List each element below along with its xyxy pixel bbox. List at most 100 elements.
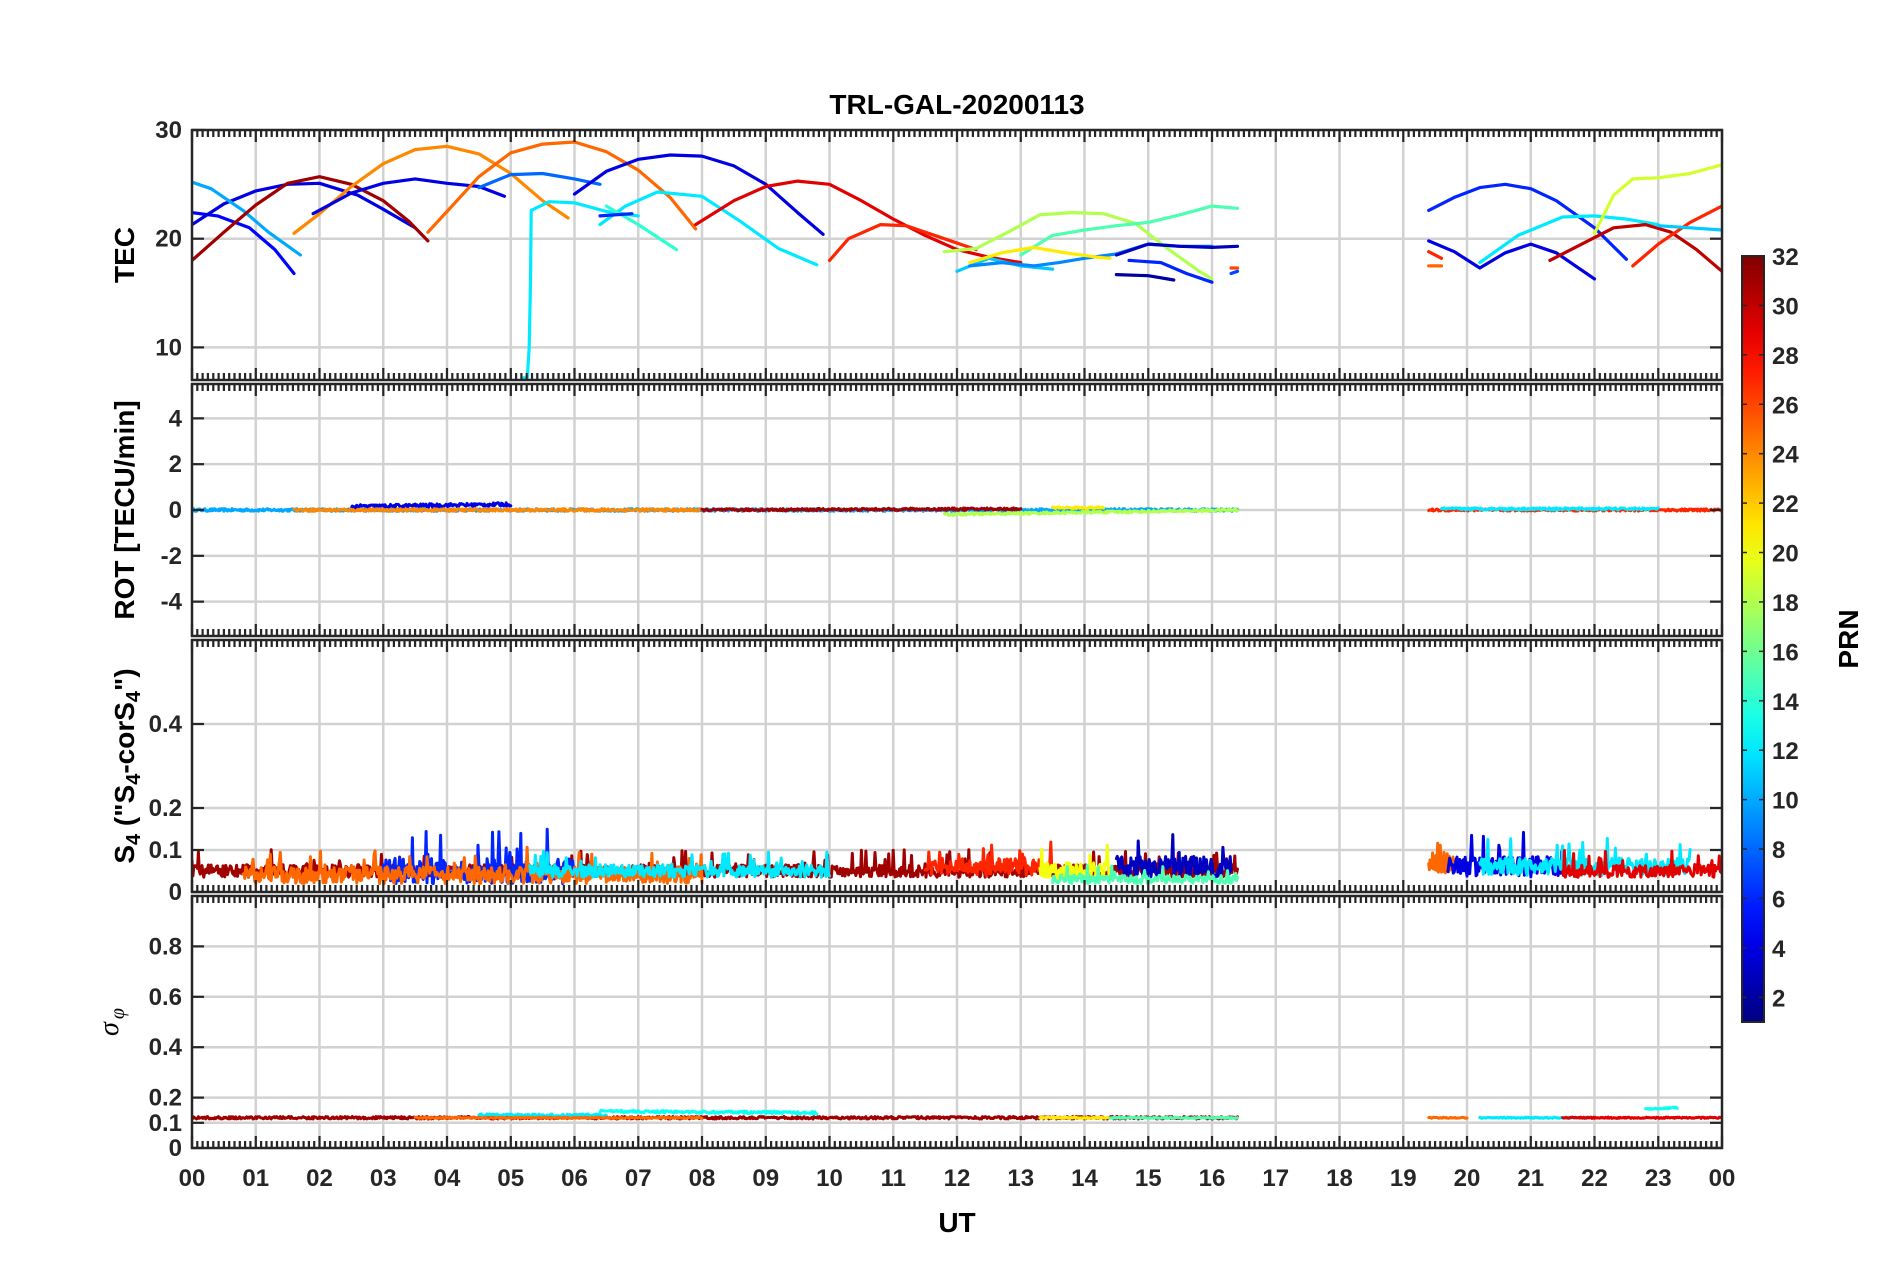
series-line-prn-8: [477, 171, 602, 190]
x-minor-ticks: [190, 640, 1724, 892]
series-line-prn-30: [1548, 223, 1722, 273]
colorbar-tick-label: 14: [1772, 689, 1799, 716]
y-tick-label: 0: [169, 1135, 182, 1162]
y-tick-label: 0: [169, 497, 182, 524]
y-tick-label: 0.4: [149, 1034, 183, 1061]
x-tick-label: 04: [434, 1165, 461, 1192]
series-line-prn-5: [192, 211, 296, 276]
series-line-prn-27: [923, 840, 1055, 877]
series-line-prn-21: [968, 245, 1112, 265]
x-tick-label: 18: [1326, 1165, 1353, 1192]
colorbar-tick-label: 18: [1772, 590, 1799, 617]
x-tick-label: 15: [1135, 1165, 1162, 1192]
series-line-prn-29: [1561, 1115, 1722, 1120]
series-line-prn-11: [1656, 224, 1722, 232]
series-line-prn-12: [598, 190, 819, 267]
x-tick-label: 08: [689, 1165, 716, 1192]
colorbar-tick-label: 2: [1772, 985, 1785, 1012]
y-tick-label: -4: [161, 589, 183, 616]
y-tick-label: 0: [169, 879, 182, 906]
colorbar-tick-label: 24: [1772, 442, 1799, 469]
x-tick-label: 10: [816, 1165, 843, 1192]
series-line-prn-21: [1051, 505, 1106, 511]
series-line-prn-6: [1127, 258, 1214, 284]
series-line-prn-31: [700, 506, 1023, 513]
y-tick-label: 30: [155, 117, 182, 144]
colorbar-tick-label: 32: [1772, 244, 1799, 271]
x-tick-label: 23: [1645, 1165, 1672, 1192]
x-tick-label: 09: [752, 1165, 779, 1192]
series-group: [192, 1105, 1722, 1121]
y-tick-label: 0.8: [149, 933, 182, 960]
x-tick-label: 00: [179, 1165, 206, 1192]
chart-title: TRL-GAL-20200113: [829, 89, 1084, 120]
x-tick-label: 03: [370, 1165, 397, 1192]
series-line-prn-15: [1108, 1115, 1239, 1120]
y-tick-label: 0.4: [149, 711, 183, 738]
colorbar-tick-label: 26: [1772, 392, 1799, 419]
series-line-prn-27: [1631, 204, 1722, 268]
x-tick-label: 07: [625, 1165, 652, 1192]
x-tick-label: 13: [1007, 1165, 1034, 1192]
series-line-prn-15: [1019, 204, 1240, 257]
series-line-prn-4: [1427, 239, 1597, 281]
y-axis-label: TEC: [109, 227, 140, 283]
series-line-prn-29: [694, 179, 1023, 265]
x-tick-label: 22: [1581, 1165, 1608, 1192]
series-line-prn-13: [1644, 1105, 1679, 1111]
series-line-prn-21: [1038, 1115, 1112, 1120]
panel-sigma: 00.10.2 0.4 0.6 0.8 σφ: [94, 894, 1724, 1162]
colorbar-tick-label: 8: [1772, 837, 1785, 864]
colorbar-tick-label: 16: [1772, 639, 1799, 666]
series-line-prn-18: [942, 507, 1239, 517]
series-line-prn-7: [1229, 269, 1240, 276]
series-line-prn-25: [426, 140, 698, 234]
series-line-prn-14: [604, 204, 679, 252]
series-group: [192, 140, 1722, 380]
colorbar-tick-label: 6: [1772, 886, 1785, 913]
y-axis-label: σφ: [94, 1008, 129, 1036]
series-line-prn-29: [1561, 849, 1722, 879]
colorbar-tick-label: 30: [1772, 293, 1799, 320]
series-line-prn-13: [598, 1108, 819, 1116]
series-line-prn-25: [241, 845, 704, 886]
y-axis-label: S4 ("S4-corS4"): [109, 668, 145, 863]
series-line-prn-12: [1440, 506, 1660, 512]
y-tick-label: 0.1: [149, 837, 182, 864]
y-tick-label: 2: [169, 451, 182, 478]
series-line-prn-2: [1114, 273, 1176, 282]
x-tick-label: 17: [1262, 1165, 1289, 1192]
x-tick-label: 14: [1071, 1165, 1098, 1192]
x-tick-label: 00: [1709, 1165, 1736, 1192]
y-axis-label: ROT [TECU/min]: [109, 400, 140, 619]
colorbar-tick-label: 10: [1772, 788, 1799, 815]
series-line-prn-12: [521, 200, 640, 380]
y-tick-label: 0.6: [149, 984, 182, 1011]
series-line-prn-3: [1114, 242, 1240, 257]
series-group: [192, 501, 1722, 517]
x-tick-label: 02: [306, 1165, 333, 1192]
x-tick-labels: 00 01 02 03 04 05 06 07 08 09 10 11 12 13 14 15 16 17 18 19…: [179, 1165, 1736, 1192]
series-line-prn-27: [1427, 250, 1444, 260]
series-line-prn-27: [827, 223, 978, 262]
x-minor-ticks: [190, 384, 1724, 636]
colorbar-gradient: [1741, 255, 1765, 1023]
series-line-prn-25: [1427, 841, 1456, 875]
x-tick-label: 21: [1517, 1165, 1544, 1192]
x-axis-label: UT: [938, 1207, 975, 1238]
series-line-prn-12: [528, 849, 831, 879]
series-line-prn-12: [477, 1112, 608, 1118]
panel-tec: 10 20 30 TEC: [109, 117, 1724, 382]
colorbar-tick-label: 22: [1772, 491, 1799, 518]
y-tick-label: -2: [161, 543, 182, 570]
series-line-prn-4: [572, 153, 825, 236]
x-tick-label: 11: [881, 1165, 906, 1192]
series-line-prn-25: [413, 1115, 704, 1120]
colorbar-tick-label: 28: [1772, 343, 1799, 370]
series-line-prn-25: [1427, 1115, 1469, 1120]
y-tick-label: 20: [155, 226, 182, 253]
series-line-prn-18: [942, 211, 1214, 281]
series-group: [192, 827, 1722, 886]
